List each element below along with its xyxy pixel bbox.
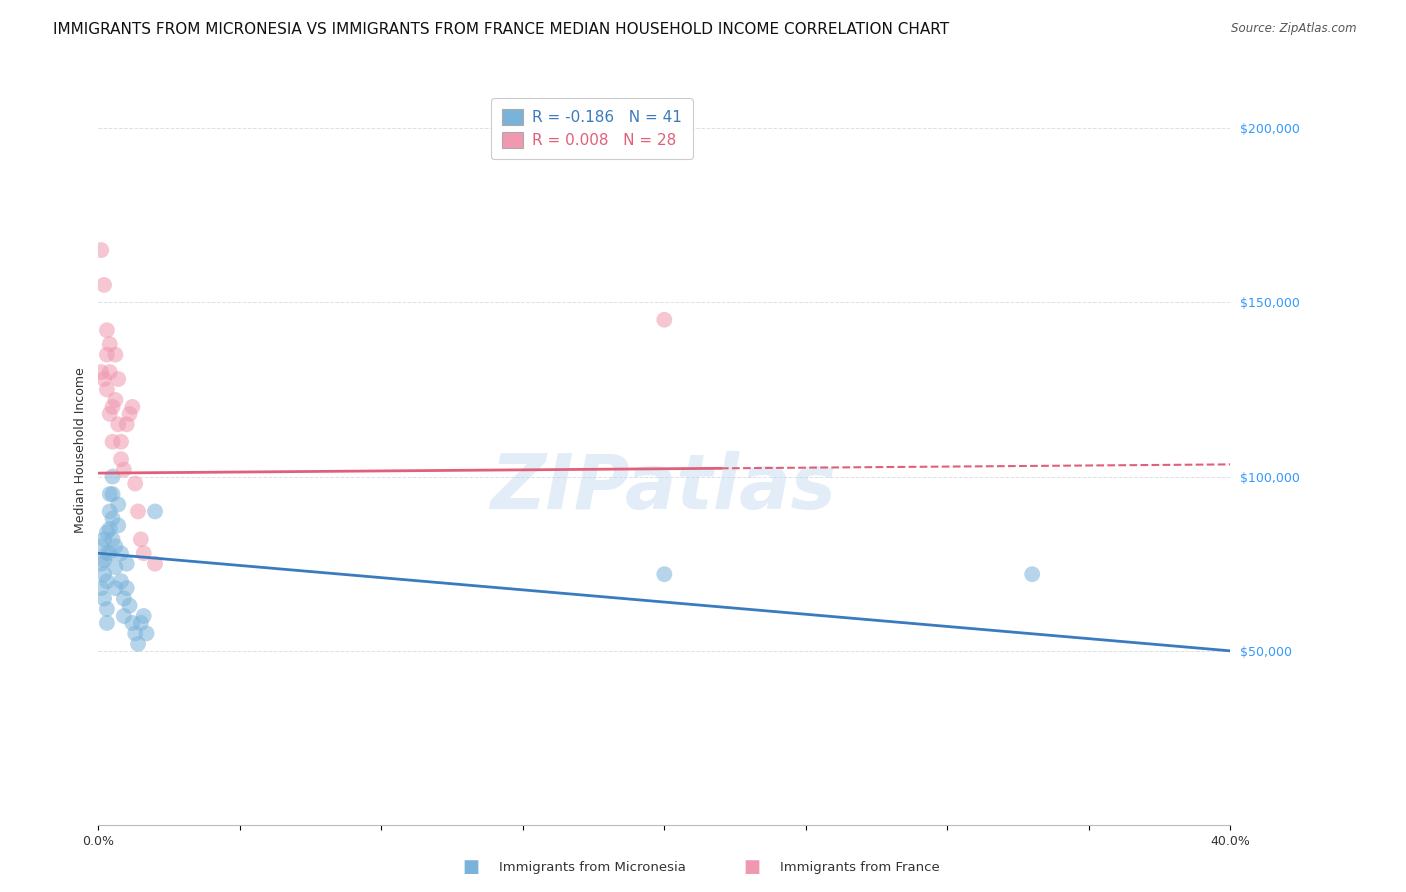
Point xyxy=(143,504,166,518)
Point xyxy=(107,518,129,533)
Point xyxy=(98,487,121,501)
Point xyxy=(96,574,118,589)
Point xyxy=(129,615,152,630)
Point xyxy=(90,557,112,571)
Point xyxy=(93,567,115,582)
Point xyxy=(112,462,135,476)
Point xyxy=(110,546,132,560)
Point xyxy=(98,522,121,536)
Point xyxy=(98,546,121,560)
Point xyxy=(98,337,121,351)
Point xyxy=(652,312,676,326)
Point xyxy=(124,626,146,640)
Point xyxy=(101,487,124,501)
Point xyxy=(132,609,155,624)
Point xyxy=(115,417,138,432)
Text: ■: ■ xyxy=(744,858,761,876)
Point xyxy=(104,581,127,595)
Point xyxy=(93,277,115,292)
Point xyxy=(96,383,118,397)
Point xyxy=(104,392,127,407)
Point xyxy=(96,546,118,560)
Point xyxy=(93,553,115,567)
Point xyxy=(112,609,135,624)
Point xyxy=(110,434,132,449)
Point xyxy=(115,557,138,571)
Point xyxy=(93,533,115,547)
Point xyxy=(96,348,118,362)
Point xyxy=(101,434,124,449)
Point xyxy=(121,615,143,630)
Point xyxy=(90,243,112,257)
Point xyxy=(96,602,118,616)
Point xyxy=(1021,567,1043,582)
Point xyxy=(107,372,129,386)
Text: Immigrants from France: Immigrants from France xyxy=(780,861,941,873)
Point xyxy=(98,407,121,421)
Point xyxy=(143,557,166,571)
Point xyxy=(129,533,152,547)
Point xyxy=(107,417,129,432)
Point xyxy=(127,504,149,518)
Point xyxy=(96,323,118,337)
Point xyxy=(107,498,129,512)
Legend: R = -0.186   N = 41, R = 0.008   N = 28: R = -0.186 N = 41, R = 0.008 N = 28 xyxy=(491,98,693,159)
Point xyxy=(110,574,132,589)
Point xyxy=(652,567,676,582)
Point xyxy=(93,591,115,606)
Text: Source: ZipAtlas.com: Source: ZipAtlas.com xyxy=(1232,22,1357,36)
Point xyxy=(101,400,124,414)
Point xyxy=(132,546,155,560)
Point xyxy=(90,581,112,595)
Point xyxy=(101,469,124,483)
Text: ■: ■ xyxy=(463,858,479,876)
Point xyxy=(98,365,121,379)
Point xyxy=(135,626,157,640)
Point xyxy=(110,452,132,467)
Point xyxy=(96,525,118,540)
Point xyxy=(96,615,118,630)
Point xyxy=(121,400,143,414)
Point xyxy=(112,591,135,606)
Point xyxy=(127,637,149,651)
Point xyxy=(90,365,112,379)
Y-axis label: Median Household Income: Median Household Income xyxy=(75,368,87,533)
Point xyxy=(118,599,141,613)
Text: Immigrants from Micronesia: Immigrants from Micronesia xyxy=(499,861,686,873)
Point xyxy=(101,511,124,525)
Text: ZIPatlas: ZIPatlas xyxy=(491,451,838,524)
Point xyxy=(124,476,146,491)
Point xyxy=(118,407,141,421)
Point xyxy=(90,539,112,553)
Point xyxy=(93,372,115,386)
Point xyxy=(104,560,127,574)
Point xyxy=(104,539,127,553)
Text: IMMIGRANTS FROM MICRONESIA VS IMMIGRANTS FROM FRANCE MEDIAN HOUSEHOLD INCOME COR: IMMIGRANTS FROM MICRONESIA VS IMMIGRANTS… xyxy=(53,22,949,37)
Point xyxy=(115,581,138,595)
Point xyxy=(104,348,127,362)
Point xyxy=(98,504,121,518)
Point xyxy=(101,533,124,547)
